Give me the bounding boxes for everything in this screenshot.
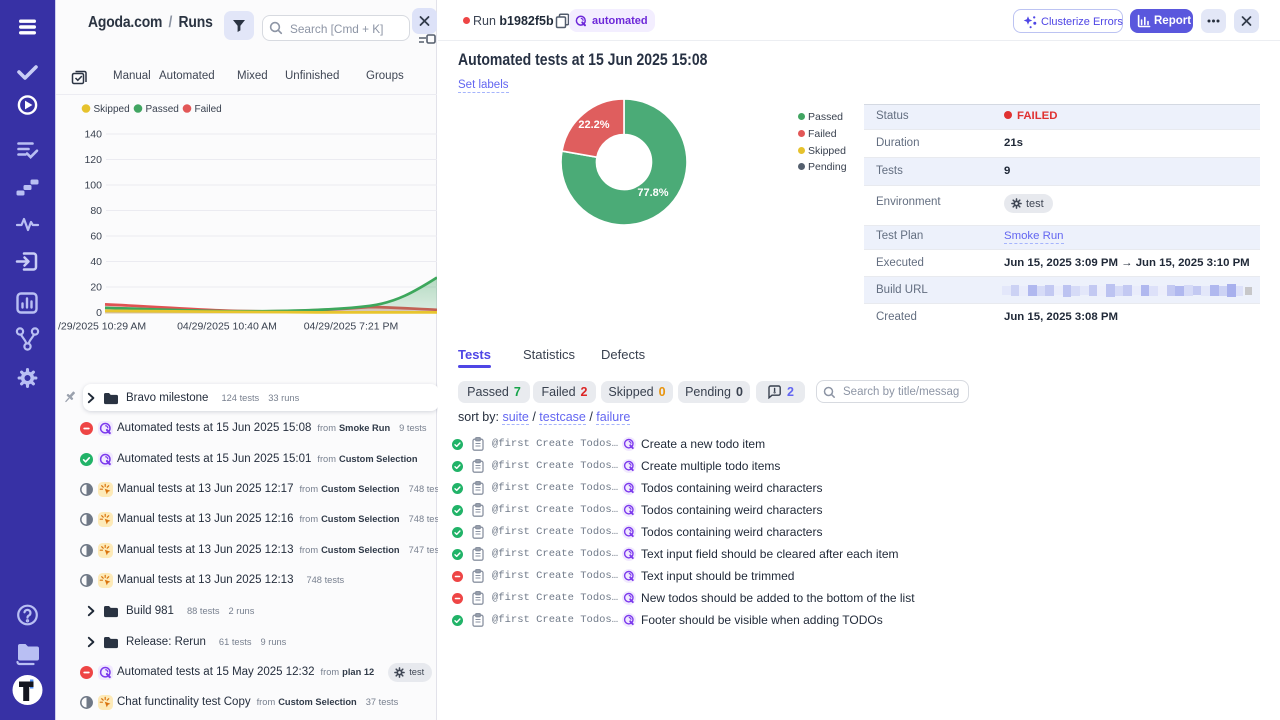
- svg-text:120: 120: [84, 154, 102, 166]
- svg-text:22.2%: 22.2%: [578, 119, 609, 131]
- svg-text:20: 20: [90, 282, 102, 294]
- svg-text:80: 80: [90, 205, 102, 217]
- svg-text:Failed: Failed: [195, 104, 222, 115]
- svg-text:40: 40: [90, 256, 102, 268]
- svg-text:Passed: Passed: [146, 104, 179, 115]
- svg-text:04/29/2025 10:40 AM: 04/29/2025 10:40 AM: [177, 321, 277, 333]
- svg-text:Skipped: Skipped: [94, 104, 130, 115]
- svg-text:04/29/2025 7:21 PM: 04/29/2025 7:21 PM: [304, 321, 399, 333]
- svg-text:60: 60: [90, 231, 102, 243]
- svg-text:77.8%: 77.8%: [637, 187, 668, 199]
- svg-text:/29/2025 10:29 AM: /29/2025 10:29 AM: [58, 321, 146, 333]
- svg-text:100: 100: [84, 180, 102, 192]
- svg-text:0: 0: [96, 307, 102, 319]
- svg-text:140: 140: [84, 129, 102, 141]
